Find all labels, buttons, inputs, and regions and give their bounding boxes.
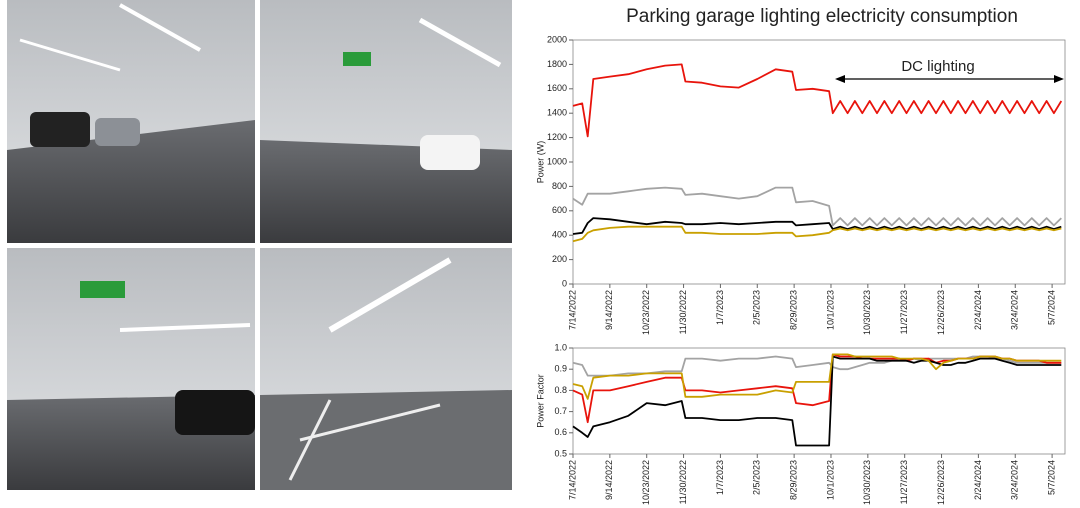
x-tick-label: 10/1/2023 [825, 460, 835, 500]
x-tick-label: 2/24/2024 [973, 290, 983, 330]
y-tick-label: 1000 [547, 156, 567, 166]
photo [260, 248, 512, 490]
plot-frame [572, 347, 1066, 455]
x-tick-label: 1/7/2023 [715, 460, 725, 495]
y-tick-label: 1600 [547, 83, 567, 93]
y-tick-label: 0.6 [554, 427, 567, 437]
x-tick-label: 2/5/2023 [752, 290, 762, 325]
x-tick-label: 9/14/2022 [604, 290, 614, 330]
y-axis-label: Power Factor [535, 374, 545, 428]
x-tick-label: 11/27/2023 [899, 460, 909, 504]
data-line [572, 353, 1062, 400]
y-tick-label: 800 [552, 181, 567, 191]
x-tick-label: 5/7/2024 [1046, 290, 1056, 325]
x-tick-label: 7/14/2022 [567, 460, 577, 500]
y-tick-label: 600 [552, 205, 567, 215]
y-tick-label: 0.9 [554, 364, 567, 374]
photo [7, 248, 255, 490]
dc-arrow [835, 75, 1064, 83]
data-line [572, 217, 1062, 235]
x-tick-label: 3/24/2024 [1010, 460, 1020, 500]
y-tick-label: 1200 [547, 132, 567, 142]
x-tick-label: 8/29/2023 [788, 460, 798, 500]
x-tick-label: 2/5/2023 [752, 460, 762, 495]
x-tick-label: 3/24/2024 [1010, 290, 1020, 330]
y-tick-label: 0.5 [554, 448, 567, 458]
y-tick-label: 0.7 [554, 406, 567, 416]
x-tick-label: 7/14/2022 [567, 290, 577, 330]
plot-frame [572, 39, 1066, 285]
y-tick-label: 400 [552, 230, 567, 240]
x-tick-label: 12/26/2023 [936, 460, 946, 505]
x-tick-label: 11/27/2023 [899, 290, 909, 334]
photo [7, 0, 255, 243]
x-tick-label: 10/1/2023 [825, 290, 835, 330]
y-tick-label: 0 [562, 278, 567, 288]
annotation: DC lighting [901, 58, 974, 75]
x-tick-label: 9/14/2022 [604, 460, 614, 500]
y-tick-label: 2000 [547, 34, 567, 44]
data-line [572, 225, 1062, 243]
data-line [572, 186, 1062, 227]
x-tick-label: 10/30/2023 [862, 460, 872, 505]
y-tick-label: 1400 [547, 108, 567, 118]
x-tick-label: 5/7/2024 [1046, 460, 1056, 495]
x-tick-label: 10/23/2022 [641, 460, 651, 505]
x-tick-label: 10/23/2022 [641, 290, 651, 335]
x-tick-label: 8/29/2023 [788, 290, 798, 330]
photo [260, 0, 512, 243]
x-tick-label: 12/26/2023 [936, 290, 946, 335]
data-line [572, 355, 1062, 447]
y-tick-label: 1.0 [554, 342, 567, 352]
y-tick-label: 1800 [547, 59, 567, 69]
x-tick-label: 11/30/2022 [678, 460, 688, 504]
chart-title: Parking garage lighting electricity cons… [626, 6, 1018, 27]
x-tick-label: 1/7/2023 [715, 290, 725, 325]
x-tick-label: 11/30/2022 [678, 290, 688, 334]
data-line [572, 63, 1063, 138]
photo-grid [7, 0, 512, 490]
y-tick-label: 200 [552, 254, 567, 264]
y-axis-label: Power (W) [535, 141, 545, 184]
x-tick-label: 2/24/2024 [973, 460, 983, 500]
y-tick-label: 0.8 [554, 385, 567, 395]
x-tick-label: 10/30/2023 [862, 290, 872, 335]
